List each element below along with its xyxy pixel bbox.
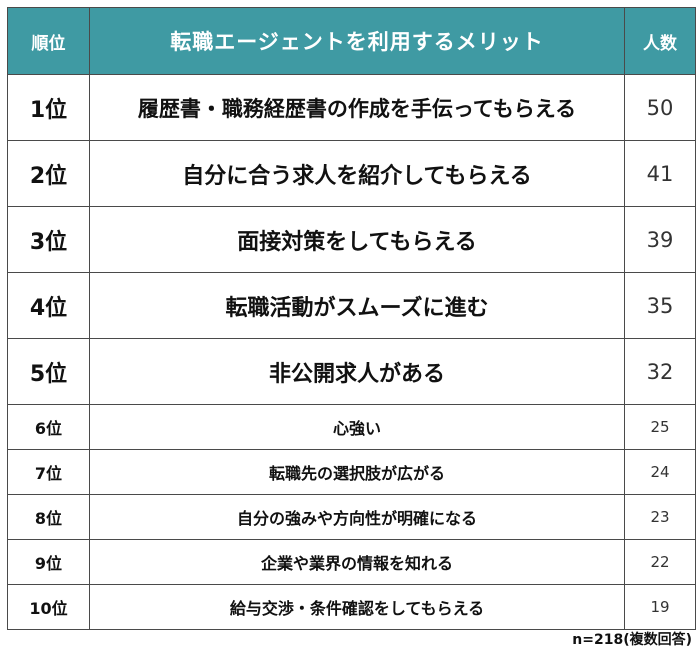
rank-cell: 8位 bbox=[7, 494, 90, 540]
item-cell: 自分に合う求人を紹介してもらえる bbox=[89, 140, 625, 207]
header-rank: 順位 bbox=[7, 7, 90, 75]
header-count: 人数 bbox=[624, 7, 696, 75]
item-cell: 転職先の選択肢が広がる bbox=[89, 449, 625, 495]
item-cell: 非公開求人がある bbox=[89, 338, 625, 405]
rank-cell: 6位 bbox=[7, 404, 90, 450]
rank-cell: 5位 bbox=[7, 338, 90, 405]
table-row: 8位 自分の強みや方向性が明確になる 23 bbox=[7, 494, 696, 540]
rank-cell: 9位 bbox=[7, 539, 90, 585]
count-cell: 19 bbox=[624, 584, 696, 630]
sample-note: n=218(複数回答) bbox=[572, 632, 692, 648]
count-cell: 50 bbox=[624, 74, 696, 141]
table-row: 4位 転職活動がスムーズに進む 35 bbox=[7, 272, 696, 339]
rank-cell: 3位 bbox=[7, 206, 90, 273]
count-cell: 24 bbox=[624, 449, 696, 495]
count-cell: 23 bbox=[624, 494, 696, 540]
count-cell: 25 bbox=[624, 404, 696, 450]
count-cell: 22 bbox=[624, 539, 696, 585]
rank-cell: 7位 bbox=[7, 449, 90, 495]
table-row: 1位 履歴書・職務経歴書の作成を手伝ってもらえる 50 bbox=[7, 74, 696, 141]
item-cell: 心強い bbox=[89, 404, 625, 450]
item-cell: 自分の強みや方向性が明確になる bbox=[89, 494, 625, 540]
header-item: 転職エージェントを利用するメリット bbox=[89, 7, 625, 75]
table-row: 3位 面接対策をしてもらえる 39 bbox=[7, 206, 696, 273]
count-cell: 39 bbox=[624, 206, 696, 273]
table-row: 2位 自分に合う求人を紹介してもらえる 41 bbox=[7, 140, 696, 207]
item-cell: 面接対策をしてもらえる bbox=[89, 206, 625, 273]
table-row: 6位 心強い 25 bbox=[7, 404, 696, 450]
count-cell: 41 bbox=[624, 140, 696, 207]
rank-cell: 10位 bbox=[7, 584, 90, 630]
header-row: 順位 転職エージェントを利用するメリット 人数 bbox=[7, 7, 696, 75]
count-cell: 35 bbox=[624, 272, 696, 339]
rank-cell: 1位 bbox=[7, 74, 90, 141]
table-row: 10位 給与交渉・条件確認をしてもらえる 19 bbox=[7, 584, 696, 630]
item-cell: 給与交渉・条件確認をしてもらえる bbox=[89, 584, 625, 630]
table-row: 9位 企業や業界の情報を知れる 22 bbox=[7, 539, 696, 585]
table-row: 5位 非公開求人がある 32 bbox=[7, 338, 696, 405]
count-cell: 32 bbox=[624, 338, 696, 405]
item-cell: 転職活動がスムーズに進む bbox=[89, 272, 625, 339]
item-cell: 企業や業界の情報を知れる bbox=[89, 539, 625, 585]
rank-cell: 4位 bbox=[7, 272, 90, 339]
ranking-table: 順位 転職エージェントを利用するメリット 人数 1位 履歴書・職務経歴書の作成を手… bbox=[7, 7, 696, 630]
table-row: 7位 転職先の選択肢が広がる 24 bbox=[7, 449, 696, 495]
item-cell: 履歴書・職務経歴書の作成を手伝ってもらえる bbox=[89, 74, 625, 141]
rank-cell: 2位 bbox=[7, 140, 90, 207]
